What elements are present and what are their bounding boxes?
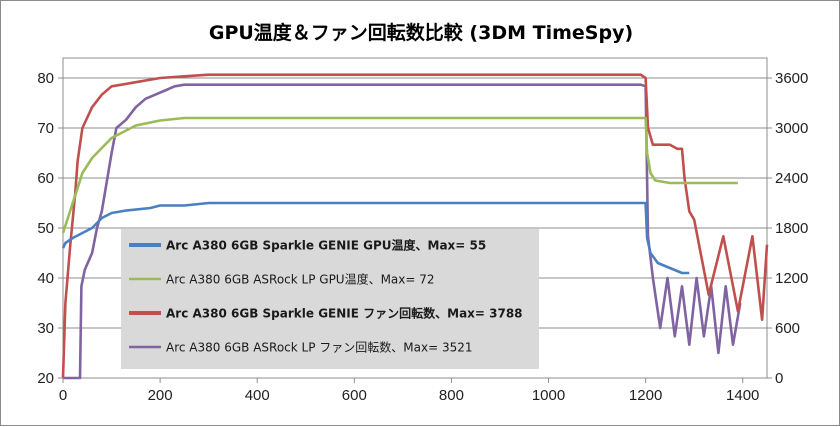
x-tick-label-0: 0 — [59, 387, 67, 404]
legend-label-2: Arc A380 6GB Sparkle GENIE ファン回転数、Max= 3… — [166, 306, 523, 321]
y2-tick-label-5: 3000 — [775, 120, 808, 137]
x-tick-label-3: 600 — [342, 387, 367, 404]
x-tick-label-6: 1200 — [629, 387, 662, 404]
y-tick-label-4: 60 — [37, 170, 54, 187]
y2-tick-label-0: 0 — [775, 370, 783, 387]
y-tick-label-6: 80 — [37, 70, 54, 87]
series-line-1 — [61, 116, 738, 234]
x-tick-label-5: 1000 — [532, 387, 565, 404]
legend-label-3: Arc A380 6GB ASRock LP ファン回転数、Max= 3521 — [166, 340, 472, 355]
x-tick-label-2: 400 — [245, 387, 270, 404]
y-tick-label-3: 50 — [37, 220, 54, 237]
plot-area-border — [62, 57, 768, 379]
x-tick-label-4: 800 — [439, 387, 464, 404]
y2-tick-label-1: 600 — [775, 320, 800, 337]
series-line-0 — [61, 201, 690, 275]
legend-label-0: Arc A380 6GB Sparkle GENIE GPU温度、Max= 55 — [166, 238, 486, 253]
x-tick-label-7: 1400 — [726, 387, 759, 404]
y2-tick-label-6: 3600 — [775, 70, 808, 87]
legend-items: Arc A380 6GB Sparkle GENIE GPU温度、Max= 55… — [129, 238, 523, 355]
y2-tick-label-3: 1800 — [775, 220, 808, 237]
y2-tick-label-2: 1200 — [775, 270, 808, 287]
legend-label-1: Arc A380 6GB ASRock LP GPU温度、Max= 72 — [166, 272, 435, 287]
chart-title: GPU温度＆ファン回転数比較 (3DM TimeSpy) — [209, 21, 633, 44]
series-line-2 — [61, 73, 769, 379]
y-tick-label-5: 70 — [37, 120, 54, 137]
y2-tick-label-4: 2400 — [775, 170, 808, 187]
legend-background — [121, 229, 539, 369]
series-layer — [61, 73, 769, 380]
legend: Arc A380 6GB Sparkle GENIE GPU温度、Max= 55… — [121, 229, 539, 369]
y-tick-label-0: 20 — [37, 370, 54, 387]
y-tick-label-1: 30 — [37, 320, 54, 337]
y-tick-label-2: 40 — [37, 270, 54, 287]
series-line-3 — [63, 83, 742, 380]
x-tick-label-1: 200 — [148, 387, 173, 404]
